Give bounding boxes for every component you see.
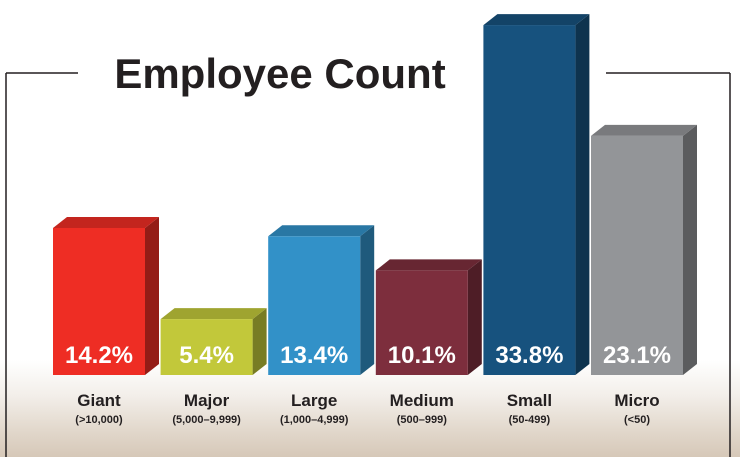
bar-large — [268, 236, 361, 375]
category-sublabel-small: (50-499) — [508, 414, 551, 426]
bar-top-giant — [53, 216, 159, 228]
bar-micro — [591, 135, 683, 375]
bar-side-micro — [683, 124, 697, 375]
category-sublabel-medium: (500–999) — [396, 414, 447, 426]
value-label-major: 5.4% — [179, 342, 234, 369]
chart-title: Employee Count — [114, 50, 446, 97]
value-label-large: 13.4% — [280, 342, 348, 369]
category-sublabel-giant: (>10,000) — [75, 414, 123, 426]
bar-top-medium — [375, 259, 482, 271]
category-label-micro: Micro — [614, 391, 660, 410]
category-label-medium: Medium — [389, 391, 454, 410]
bar-small — [483, 25, 576, 376]
category-label-major: Major — [183, 391, 230, 410]
bar-side-giant — [145, 216, 159, 375]
bar-medium — [375, 270, 468, 375]
category-sublabel-large: (1,000–4,999) — [279, 414, 349, 426]
category-label-large: Large — [291, 391, 338, 410]
category-sublabel-major: (5,000–9,999) — [172, 414, 241, 426]
bar-top-micro — [591, 124, 697, 136]
category-label-small: Small — [506, 391, 553, 410]
category-sublabel-micro: (<50) — [624, 414, 650, 426]
bar-top-small — [483, 14, 590, 26]
bar-major — [160, 319, 253, 375]
bar-side-medium — [467, 259, 482, 375]
value-label-small: 33.8% — [495, 342, 563, 369]
bar-side-small — [575, 14, 590, 376]
value-label-giant: 14.2% — [65, 342, 133, 369]
category-label-giant: Giant — [77, 391, 121, 410]
bar-top-large — [268, 225, 375, 237]
bar-giant — [53, 227, 145, 375]
value-label-micro: 23.1% — [603, 342, 671, 369]
bar-side-large — [360, 225, 375, 375]
bar-side-major — [252, 308, 267, 375]
value-label-medium: 10.1% — [388, 342, 456, 369]
bar-top-major — [160, 308, 267, 320]
